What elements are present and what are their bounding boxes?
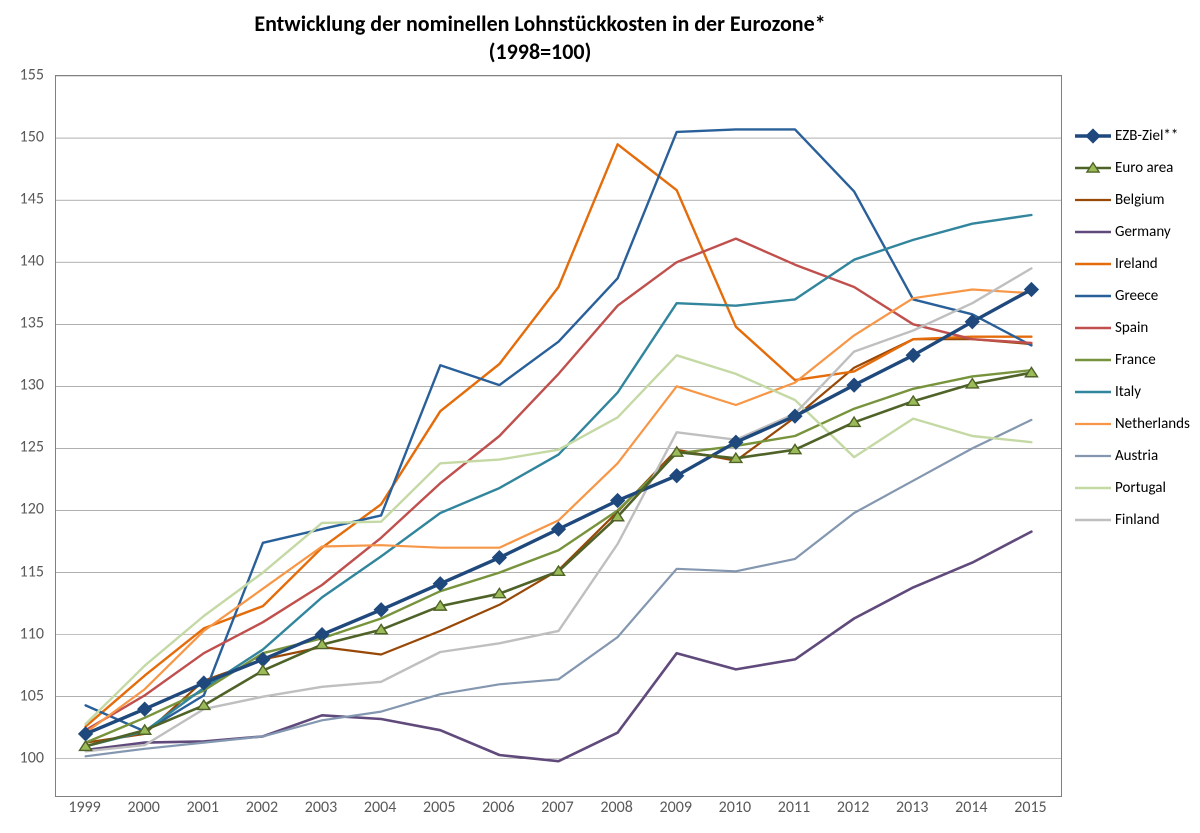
x-tick-label: 2008 xyxy=(600,798,632,817)
legend-item: Portugal xyxy=(1075,472,1195,504)
series-ezb-ziel- xyxy=(79,283,1039,741)
plot-area xyxy=(55,75,1062,797)
x-tick-label: 2003 xyxy=(305,798,337,817)
x-tick-label: 2002 xyxy=(246,798,278,817)
legend-item: Spain xyxy=(1075,312,1195,344)
legend-swatch xyxy=(1075,222,1111,242)
x-tick-label: 2007 xyxy=(541,798,573,817)
legend-label: Ireland xyxy=(1115,255,1158,273)
legend-item: Italy xyxy=(1075,376,1195,408)
legend-label: Italy xyxy=(1115,383,1141,401)
legend-swatch xyxy=(1075,510,1111,530)
series-euro-area xyxy=(79,367,1037,750)
series-austria xyxy=(86,420,1032,756)
series-italy xyxy=(86,215,1032,746)
legend-item: EZB-Ziel** xyxy=(1075,120,1195,152)
y-tick-label: 130 xyxy=(20,376,44,395)
chart-title-line1: Entwicklung der nominellen Lohnstückkost… xyxy=(254,10,825,37)
x-tick-label: 2011 xyxy=(778,798,810,817)
x-tick-label: 2001 xyxy=(187,798,219,817)
x-tick-label: 2013 xyxy=(896,798,928,817)
legend-swatch xyxy=(1075,318,1111,338)
legend-swatch xyxy=(1075,286,1111,306)
x-tick-label: 2004 xyxy=(364,798,396,817)
legend-label: Netherlands xyxy=(1115,415,1190,433)
legend-item: France xyxy=(1075,344,1195,376)
legend-swatch xyxy=(1075,446,1111,466)
legend-label: Finland xyxy=(1115,511,1160,529)
x-tick-label: 2006 xyxy=(482,798,514,817)
series-france xyxy=(86,370,1032,742)
legend-swatch xyxy=(1075,158,1111,178)
x-tick-label: 1999 xyxy=(68,798,100,817)
x-tick-label: 2000 xyxy=(127,798,159,817)
x-tick-label: 2010 xyxy=(719,798,751,817)
y-axis-labels: 100105110115120125130135140145150155 xyxy=(0,75,50,795)
y-tick-label: 150 xyxy=(20,128,44,147)
series-netherlands xyxy=(86,290,1032,733)
legend-item: Euro area xyxy=(1075,152,1195,184)
legend-label: France xyxy=(1115,351,1156,369)
legend-swatch xyxy=(1075,414,1111,434)
legend-label: Spain xyxy=(1115,319,1148,337)
legend-item: Germany xyxy=(1075,216,1195,248)
x-tick-label: 2005 xyxy=(423,798,455,817)
y-tick-label: 125 xyxy=(20,438,44,457)
x-tick-label: 2009 xyxy=(660,798,692,817)
y-tick-label: 140 xyxy=(20,252,44,271)
y-tick-label: 100 xyxy=(20,748,44,767)
legend-swatch xyxy=(1075,350,1111,370)
legend: EZB-Ziel** Euro area Belgium Germany Ireland… xyxy=(1075,120,1195,536)
chart-container: Entwicklung der nominellen Lohnstückkost… xyxy=(0,0,1200,833)
legend-item: Netherlands xyxy=(1075,408,1195,440)
y-tick-label: 135 xyxy=(20,314,44,333)
legend-label: Portugal xyxy=(1115,479,1166,497)
series-belgium xyxy=(86,339,1032,742)
y-tick-label: 145 xyxy=(20,190,44,209)
legend-swatch xyxy=(1075,126,1111,146)
y-tick-label: 115 xyxy=(20,562,44,581)
legend-item: Ireland xyxy=(1075,248,1195,280)
legend-item: Finland xyxy=(1075,504,1195,536)
y-tick-label: 110 xyxy=(20,624,44,643)
legend-label: Euro area xyxy=(1115,159,1173,177)
legend-label: EZB-Ziel** xyxy=(1115,127,1178,145)
legend-label: Austria xyxy=(1115,447,1158,465)
y-tick-label: 120 xyxy=(20,500,44,519)
x-tick-label: 2012 xyxy=(837,798,869,817)
legend-label: Germany xyxy=(1115,223,1171,241)
x-axis-labels: 1999 2000 2001 2002 2003 2004 2005 2006 2007 2008… xyxy=(55,798,1060,828)
x-tick-label: 2014 xyxy=(955,798,987,817)
legend-label: Belgium xyxy=(1115,191,1164,209)
y-tick-label: 105 xyxy=(20,686,44,705)
legend-item: Austria xyxy=(1075,440,1195,472)
legend-swatch xyxy=(1075,254,1111,274)
chart-title: Entwicklung der nominellen Lohnstückkost… xyxy=(0,10,1080,65)
legend-label: Greece xyxy=(1115,287,1158,305)
legend-item: Belgium xyxy=(1075,184,1195,216)
x-tick-label: 2015 xyxy=(1014,798,1046,817)
y-tick-label: 155 xyxy=(20,66,44,85)
legend-swatch xyxy=(1075,478,1111,498)
legend-swatch xyxy=(1075,190,1111,210)
plot-svg xyxy=(56,76,1061,796)
legend-item: Greece xyxy=(1075,280,1195,312)
legend-swatch xyxy=(1075,382,1111,402)
chart-title-line2: (1998=100) xyxy=(489,38,592,65)
